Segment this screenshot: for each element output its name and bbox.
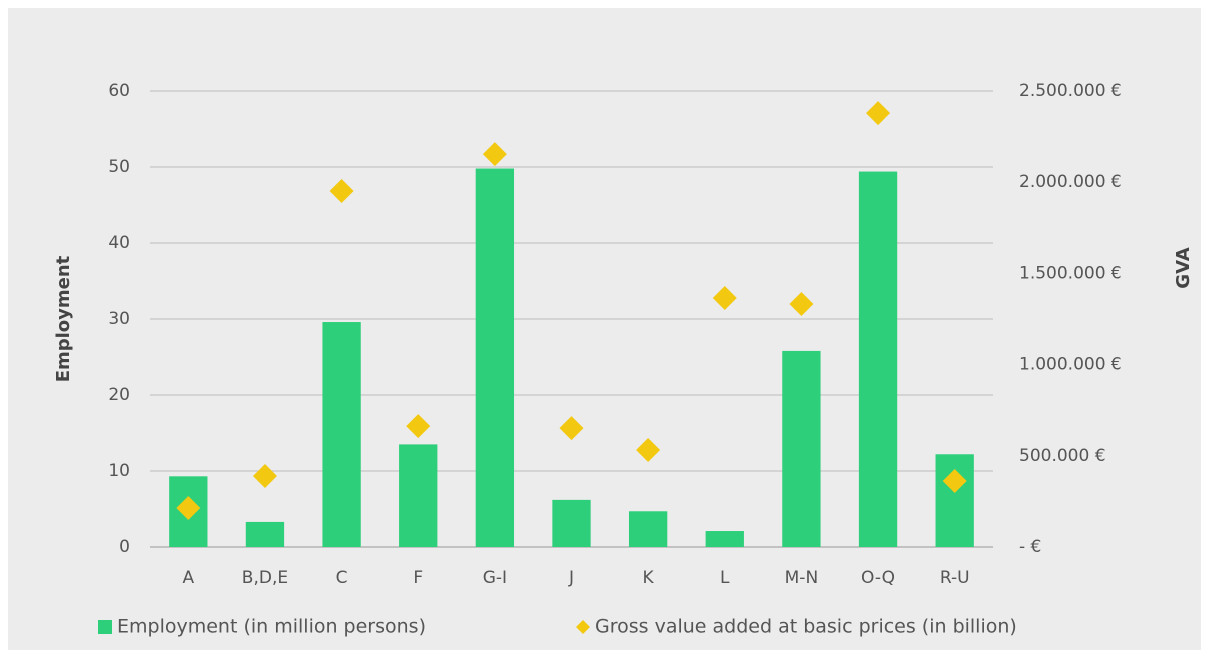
diamond-marker [789, 292, 814, 317]
y-tick-label: 40 [108, 233, 130, 253]
y2-tick-label: 2.500.000 € [1019, 81, 1122, 101]
diamond-marker [559, 416, 584, 441]
y2-tick-label: - € [1019, 537, 1041, 557]
bar [628, 511, 668, 547]
bar [705, 531, 744, 547]
diamond-marker [176, 495, 201, 520]
x-tick-label: A [182, 568, 194, 588]
legend-label: Gross value added at basic prices (in bi… [595, 616, 1017, 638]
diamond-marker [942, 468, 967, 493]
x-tick-label: L [720, 568, 730, 588]
x-tick-label: O-Q [861, 568, 895, 588]
bar [552, 499, 591, 547]
x-tick-label: F [413, 568, 423, 588]
diamond-marker [482, 142, 507, 167]
y2-tick-label: 500.000 € [1019, 446, 1106, 466]
bar [475, 168, 515, 547]
bar [399, 444, 438, 547]
y-axis-label: Employment [53, 255, 74, 382]
x-tick-label: C [336, 568, 348, 588]
y-tick-label: 20 [108, 385, 130, 405]
legend-swatch [576, 620, 590, 634]
bar [935, 454, 974, 547]
diamond-marker [406, 414, 431, 439]
y2-tick-label: 1.000.000 € [1019, 355, 1122, 375]
diamond-marker [252, 464, 277, 489]
y2-tick-label: 1.500.000 € [1019, 263, 1122, 283]
diamond-marker [636, 437, 661, 462]
bar [245, 521, 285, 547]
legend-label: Employment (in million persons) [117, 616, 426, 638]
x-tick-label: R-U [940, 568, 970, 588]
y-tick-label: 60 [108, 81, 130, 101]
y-tick-label: 10 [108, 461, 130, 481]
y2-axis-label: GVA [1173, 247, 1194, 288]
bar [782, 350, 821, 547]
bar [322, 322, 361, 547]
y2-tick-label: 2.000.000 € [1019, 172, 1122, 192]
y-tick-label: 0 [119, 537, 130, 557]
diamond-marker [329, 178, 354, 203]
y-tick-label: 30 [108, 309, 130, 329]
bar [858, 171, 898, 547]
diamond-marker [866, 101, 891, 126]
y-tick-label: 50 [108, 157, 130, 177]
diamond-marker [712, 286, 737, 311]
legend-swatch [98, 620, 112, 634]
x-tick-label: M-N [785, 568, 819, 588]
x-tick-label: J [568, 568, 574, 588]
x-tick-label: K [643, 568, 655, 588]
x-tick-label: B,D,E [242, 568, 288, 588]
x-tick-label: G-I [483, 568, 507, 588]
